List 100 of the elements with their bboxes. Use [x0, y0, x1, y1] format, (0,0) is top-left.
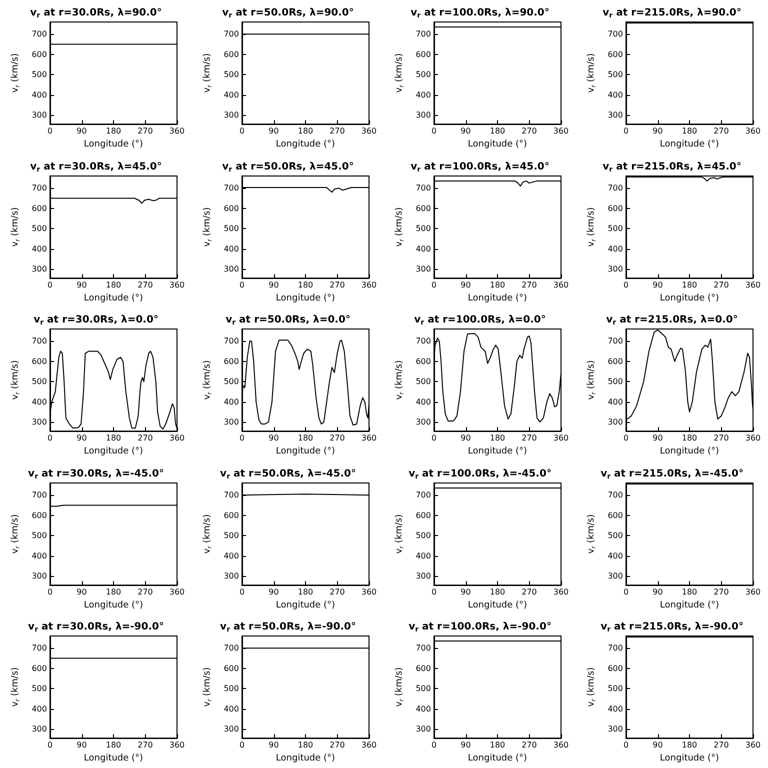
x-tick-label: 0 — [239, 126, 245, 136]
y-tick-label: 600 — [224, 510, 239, 520]
x-tick-label: 360 — [745, 587, 761, 596]
x-tick-label: 90 — [652, 280, 663, 290]
x-tick-label: 180 — [106, 434, 122, 443]
x-axis-title: Longitude (°) — [660, 293, 720, 304]
x-tick-label: 180 — [106, 126, 122, 136]
y-tick-label: 500 — [224, 70, 239, 80]
y-tick-label: 700 — [224, 336, 239, 346]
y-tick-label: 300 — [416, 724, 431, 734]
y-tick-label: 300 — [608, 571, 623, 580]
y-tick-label: 400 — [608, 551, 623, 560]
y-tick-label: 300 — [32, 264, 47, 274]
x-tick-label: 270 — [330, 434, 345, 443]
y-tick-label: 600 — [608, 50, 623, 59]
x-axis-title: Longitude (°) — [660, 140, 720, 150]
x-tick-label: 180 — [490, 434, 506, 443]
x-tick-label: 360 — [361, 126, 377, 136]
x-axis-title: Longitude (°) — [276, 446, 336, 457]
y-tick-label: 400 — [32, 244, 47, 253]
x-tick-label: 270 — [138, 434, 153, 443]
x-tick-label: 270 — [714, 280, 729, 290]
y-tick-label: 700 — [224, 183, 239, 192]
x-tick-label: 90 — [76, 280, 87, 290]
y-tick-label: 600 — [608, 664, 623, 674]
y-tick-label: 300 — [224, 571, 239, 580]
y-tick-label: 300 — [608, 724, 623, 734]
y-tick-label: 500 — [608, 684, 623, 694]
y-tick-label: 500 — [416, 530, 431, 540]
y-tick-label: 500 — [224, 377, 239, 386]
x-tick-label: 360 — [361, 434, 377, 443]
x-tick-label: 270 — [522, 126, 537, 136]
y-tick-label: 600 — [416, 664, 431, 674]
y-tick-label: 400 — [416, 704, 431, 714]
y-tick-label: 600 — [608, 357, 623, 366]
y-tick-label: 400 — [416, 244, 431, 253]
y-tick-label: 600 — [224, 203, 239, 212]
x-tick-label: 90 — [268, 587, 279, 596]
x-axis-title: Longitude (°) — [84, 754, 144, 764]
y-tick-label: 700 — [32, 183, 47, 192]
x-tick-label: 360 — [745, 434, 761, 443]
y-tick-label: 700 — [32, 30, 47, 39]
y-tick-label: 500 — [416, 377, 431, 386]
x-tick-label: 0 — [239, 587, 245, 596]
y-tick-label: 400 — [608, 704, 623, 714]
y-tick-label: 700 — [416, 336, 431, 346]
x-tick-label: 90 — [460, 126, 471, 136]
x-tick-label: 90 — [268, 280, 279, 290]
x-tick-label: 360 — [169, 434, 185, 443]
y-tick-label: 300 — [224, 264, 239, 274]
x-tick-label: 0 — [431, 587, 437, 596]
y-tick-label: 700 — [416, 183, 431, 192]
x-tick-label: 0 — [623, 280, 629, 290]
x-tick-label: 180 — [682, 280, 698, 290]
x-tick-label: 180 — [106, 740, 122, 750]
y-tick-label: 300 — [608, 110, 623, 120]
x-tick-label: 90 — [652, 587, 663, 596]
x-tick-label: 0 — [431, 126, 437, 136]
x-tick-label: 90 — [76, 740, 87, 750]
y-tick-label: 300 — [416, 571, 431, 580]
x-tick-label: 360 — [169, 126, 185, 136]
y-tick-label: 500 — [608, 70, 623, 80]
x-tick-label: 270 — [714, 434, 729, 443]
y-tick-label: 500 — [608, 530, 623, 540]
x-tick-label: 360 — [361, 740, 377, 750]
y-tick-label: 500 — [224, 530, 239, 540]
x-tick-label: 90 — [268, 126, 279, 136]
y-tick-label: 700 — [608, 183, 623, 192]
x-axis-title: Longitude (°) — [660, 446, 720, 457]
y-tick-label: 400 — [224, 90, 239, 100]
y-tick-label: 600 — [416, 357, 431, 366]
x-axis-title: Longitude (°) — [468, 600, 528, 610]
x-tick-label: 360 — [553, 280, 569, 290]
y-tick-label: 400 — [416, 90, 431, 100]
x-axis-title: Longitude (°) — [276, 140, 336, 150]
x-tick-label: 360 — [745, 740, 761, 750]
x-tick-label: 90 — [460, 280, 471, 290]
y-tick-label: 500 — [32, 684, 47, 694]
y-tick-label: 400 — [416, 551, 431, 560]
x-tick-label: 270 — [330, 587, 345, 596]
x-tick-label: 0 — [47, 126, 53, 136]
x-axis-title: Longitude (°) — [660, 754, 720, 764]
y-tick-label: 500 — [224, 224, 239, 233]
x-tick-label: 270 — [522, 280, 537, 290]
x-tick-label: 0 — [47, 280, 53, 290]
x-axis-title: Longitude (°) — [276, 293, 336, 304]
x-tick-label: 90 — [460, 434, 471, 443]
y-tick-label: 700 — [416, 490, 431, 500]
y-tick-label: 600 — [32, 510, 47, 520]
x-tick-label: 90 — [76, 126, 87, 136]
x-tick-label: 0 — [239, 740, 245, 750]
x-tick-label: 180 — [298, 740, 314, 750]
x-tick-label: 180 — [298, 280, 314, 290]
y-tick-label: 700 — [32, 490, 47, 500]
x-axis-title: Longitude (°) — [468, 446, 528, 457]
y-tick-label: 300 — [416, 264, 431, 274]
y-tick-label: 600 — [224, 50, 239, 59]
y-tick-label: 600 — [416, 50, 431, 59]
x-tick-label: 180 — [106, 280, 122, 290]
y-tick-label: 300 — [608, 264, 623, 274]
